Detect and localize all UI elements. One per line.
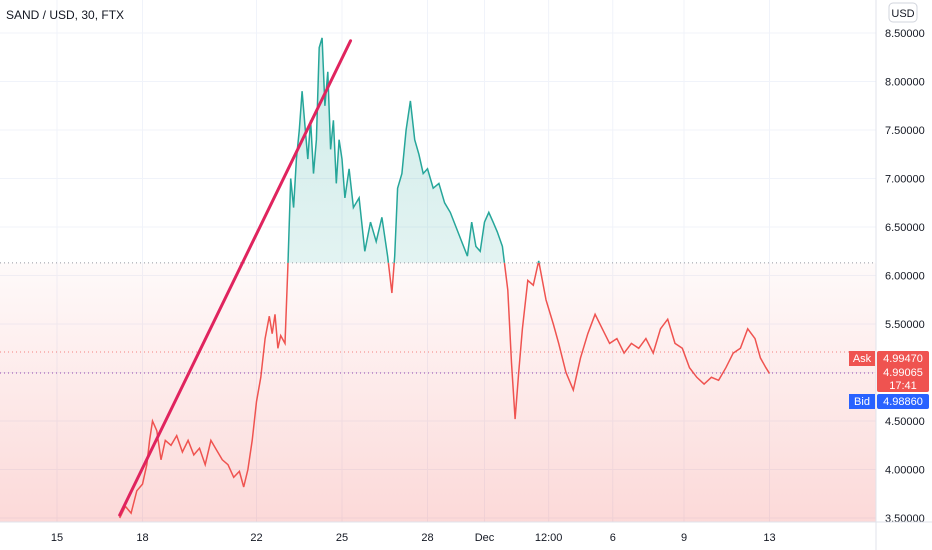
- bid-label: Bid: [854, 396, 870, 408]
- y-tick-label: 6.50000: [885, 222, 925, 234]
- ask-tag: Ask: [849, 351, 875, 366]
- ask-price: 4.99470: [883, 353, 923, 365]
- bid-price: 4.98860: [883, 396, 923, 408]
- bid-label-box: [849, 394, 875, 409]
- ask-label-box: [849, 351, 875, 366]
- currency-button[interactable]: USD: [888, 2, 918, 23]
- bid-price-box: [877, 394, 929, 409]
- x-tick-label: 9: [681, 532, 687, 544]
- bid-tag: Bid 4.98860: [849, 394, 929, 409]
- x-tick-label: 15: [51, 532, 63, 544]
- x-tick-label: 18: [136, 532, 148, 544]
- x-tick-label: 28: [421, 532, 433, 544]
- y-tick-label: 7.00000: [885, 174, 925, 186]
- y-tick-label: 4.00000: [885, 465, 925, 477]
- y-tick-label: 3.50000: [885, 513, 925, 525]
- ask-label: Ask: [853, 353, 872, 365]
- y-tick-label: 6.00000: [885, 271, 925, 283]
- bar-countdown: 17:41: [889, 380, 917, 392]
- x-tick-label: 12:00: [535, 532, 563, 544]
- price-tags: 4.99470 4.99065 17:41: [877, 351, 929, 392]
- symbol-title: SAND / USD, 30, FTX: [6, 8, 124, 22]
- area-fills: [0, 37, 876, 522]
- x-tick-label: 6: [610, 532, 616, 544]
- last-price: 4.99065: [883, 367, 923, 379]
- price-tags-box: [877, 351, 929, 392]
- x-tick-label: 13: [763, 532, 775, 544]
- time-axis[interactable]: 15 18 22 25 28 Dec 12:00 6 9 13: [0, 521, 932, 544]
- x-tick-label: Dec: [475, 532, 495, 544]
- y-tick-label: 4.50000: [885, 416, 925, 428]
- price-axis[interactable]: 8.50000 8.00000 7.50000 7.00000 6.50000 6.000…: [875, 0, 925, 550]
- y-tick-label: 8.00000: [885, 77, 925, 89]
- above-baseline-fill: [119, 37, 770, 263]
- y-tick-label: 7.50000: [885, 125, 925, 137]
- price-series: [119, 37, 771, 519]
- y-tick-label: 5.50000: [885, 319, 925, 331]
- currency-button-frame: [888, 2, 918, 23]
- below-baseline-zone: [0, 262, 876, 522]
- x-tick-label: 25: [336, 532, 348, 544]
- currency-button-label: USD: [891, 8, 914, 20]
- x-tick-label: 22: [250, 532, 262, 544]
- y-tick-label: 8.50000: [885, 28, 925, 40]
- trend-line[interactable]: [118, 39, 353, 517]
- series-line-down: [119, 262, 771, 519]
